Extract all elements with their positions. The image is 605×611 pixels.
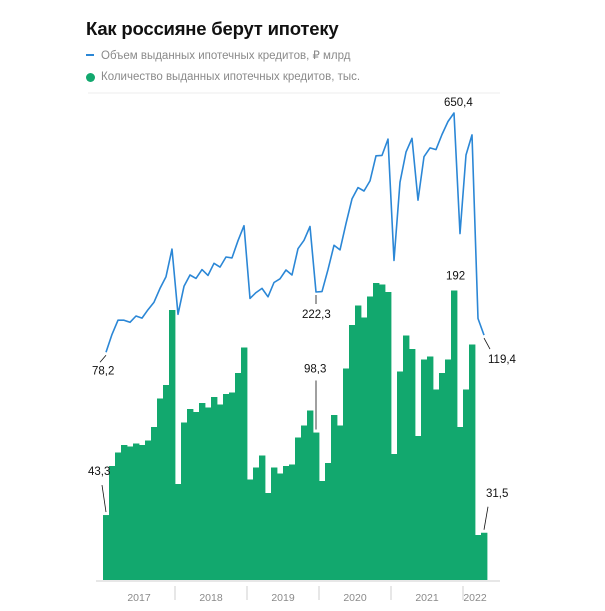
- count-bar: [187, 409, 194, 580]
- count-bar: [253, 467, 260, 580]
- chart-title: Как россияне берут ипотеку: [86, 18, 339, 39]
- x-tick-label: 2022: [463, 592, 487, 604]
- count-bar: [193, 412, 200, 580]
- count-bar: [127, 446, 134, 580]
- count-bar: [475, 535, 482, 580]
- count-bar: [379, 284, 386, 580]
- count-annotation-leader: [101, 484, 107, 513]
- count-bar: [145, 440, 152, 580]
- count-bar: [361, 317, 368, 580]
- legend-line-swatch: [86, 54, 94, 56]
- count-bar: [349, 325, 356, 580]
- count-bar: [121, 445, 128, 580]
- count-bar: [211, 397, 218, 580]
- count-bar: [367, 296, 374, 580]
- count-bar: [169, 310, 176, 580]
- count-bar: [445, 359, 452, 580]
- legend-label-volume: Объем выданных ипотечных кредитов, ₽ млр…: [101, 50, 351, 62]
- count-bar: [265, 493, 272, 580]
- legend-dot-swatch: [86, 72, 95, 82]
- count-bar: [271, 467, 278, 580]
- count-bar: [259, 455, 266, 580]
- count-annotation-label: 98,3: [304, 364, 326, 376]
- count-bar: [427, 356, 434, 580]
- count-bar: [373, 283, 380, 580]
- count-bar: [217, 404, 224, 580]
- count-bars: [103, 283, 488, 580]
- volume-annotation-label: 650,4: [444, 97, 473, 109]
- count-bar: [229, 392, 236, 580]
- count-bar: [223, 394, 230, 580]
- count-bar: [151, 427, 158, 580]
- volume-annotation-label: 222,3: [302, 309, 331, 321]
- count-bar: [307, 410, 314, 580]
- count-annotation-label: 31,5: [486, 488, 508, 500]
- count-bar: [295, 437, 302, 580]
- legend-item-count: Количество выданных ипотечных кредитов, …: [86, 66, 360, 88]
- x-tick-label: 2020: [343, 592, 367, 604]
- count-bar: [331, 415, 338, 580]
- count-bar: [163, 385, 170, 580]
- volume-annotation-label: 119,4: [488, 354, 517, 366]
- count-annotation-label: 192: [446, 271, 465, 283]
- count-bar: [109, 466, 116, 580]
- count-bar: [391, 454, 398, 580]
- count-bar: [115, 452, 122, 580]
- count-bar: [181, 422, 188, 580]
- count-bar: [481, 532, 488, 580]
- count-bar: [277, 473, 284, 580]
- count-bar: [421, 359, 428, 580]
- count-bar: [343, 368, 350, 580]
- count-bar: [301, 425, 308, 580]
- count-bar: [247, 479, 254, 580]
- count-bar: [319, 481, 326, 580]
- x-tick-label: 2018: [199, 592, 223, 604]
- count-bar: [283, 466, 290, 580]
- count-bar: [451, 290, 458, 580]
- count-bar: [139, 445, 146, 580]
- count-annotation-leader: [483, 506, 489, 530]
- count-bar: [415, 436, 422, 580]
- volume-annotation-label: 78,2: [92, 365, 114, 377]
- count-bar: [313, 432, 320, 580]
- volume-line: [105, 112, 485, 353]
- count-bar: [463, 389, 470, 580]
- count-bar: [199, 403, 206, 580]
- count-bar: [457, 427, 464, 580]
- count-bar: [235, 373, 242, 580]
- count-bar: [175, 484, 182, 580]
- legend-label-count: Количество выданных ипотечных кредитов, …: [101, 71, 361, 83]
- count-bar: [403, 335, 410, 580]
- x-tick-label: 2019: [271, 592, 295, 604]
- count-bar: [337, 425, 344, 580]
- volume-annotation-leader: [483, 337, 491, 350]
- legend: Объем выданных ипотечных кредитов, ₽ млр…: [86, 44, 360, 88]
- count-bar: [397, 371, 404, 580]
- count-bar: [469, 344, 476, 580]
- count-bar: [409, 349, 416, 580]
- legend-item-volume: Объем выданных ипотечных кредитов, ₽ млр…: [86, 44, 360, 66]
- volume-annotation-leader: [99, 355, 107, 363]
- count-bar: [325, 463, 332, 580]
- count-bar: [241, 347, 248, 580]
- count-bar: [355, 305, 362, 580]
- count-bar: [385, 292, 392, 580]
- count-annotation-label: 43,3: [88, 466, 110, 478]
- x-tick-label: 2017: [127, 592, 151, 604]
- count-bar: [205, 407, 212, 580]
- count-bar: [439, 373, 446, 580]
- count-bar: [289, 464, 296, 580]
- count-bar: [157, 398, 164, 580]
- count-bar: [103, 515, 110, 580]
- count-bar: [433, 389, 440, 580]
- count-bar: [133, 443, 140, 580]
- x-tick-label: 2021: [415, 592, 439, 604]
